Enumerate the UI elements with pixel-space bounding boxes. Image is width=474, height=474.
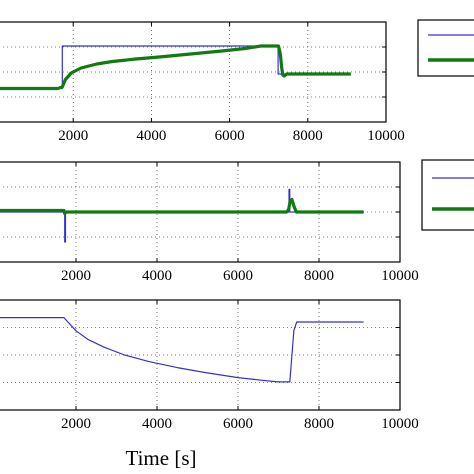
legend-2: [421, 159, 474, 231]
panel-3-xtick-label-5: 10000: [381, 416, 419, 432]
legend-1: [417, 19, 474, 77]
panel-1-xtick-label-2: 4000: [136, 128, 166, 144]
panel-2-xtick-label-5: 10000: [381, 268, 419, 284]
panel-2-xtick-label-1: 2000: [61, 268, 91, 284]
panel-2-series-1-line: [0, 188, 364, 243]
panel-3-series-1-line: [0, 317, 364, 383]
legend-1-box: [417, 19, 474, 77]
panel-3: 2000 4000 6000 8000 10000: [0, 299, 419, 432]
x-axis-title: Time [s]: [126, 446, 197, 470]
panel-2-xtick-label-4: 8000: [304, 268, 334, 284]
panel-1-series-2-line: [0, 44, 351, 91]
panel-3-xtick-label-2: 4000: [142, 416, 172, 432]
panel-1-xtick-label-3: 6000: [215, 128, 245, 144]
panel-3-xtick-label-1: 2000: [61, 416, 91, 432]
panel-1-xtick-label-1: 2000: [58, 128, 88, 144]
panel-1-series-1-line: [0, 45, 351, 90]
panel-1-xtick-label-5: 10000: [367, 128, 405, 144]
panel-1: 2000 4000 6000 8000 10000: [0, 21, 405, 144]
panel-2: 2000 4000 6000 8000 10000: [0, 161, 419, 284]
panel-3-xtick-label-3: 6000: [223, 416, 253, 432]
legend-2-box: [421, 159, 474, 231]
panel-2-series-2-line: [0, 197, 364, 216]
panel-2-xtick-label-3: 6000: [223, 268, 253, 284]
panel-1-xtick-label-4: 8000: [293, 128, 323, 144]
panel-3-xtick-label-4: 8000: [304, 416, 334, 432]
panel-2-xtick-label-2: 4000: [142, 268, 172, 284]
panel-1-frame: [0, 21, 387, 123]
